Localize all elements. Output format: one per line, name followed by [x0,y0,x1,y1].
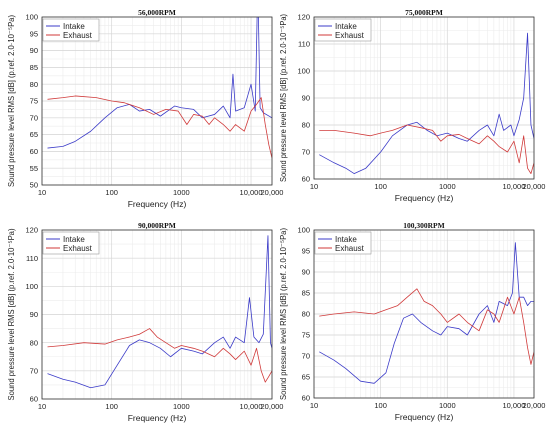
x-tick-label: 10,000 [502,182,525,191]
x-tick-label: 20,000 [261,188,284,197]
y-tick-label: 80 [302,121,310,130]
series-line-intake [47,235,272,389]
y-tick-label: 110 [26,254,38,263]
y-tick-label: 75 [302,331,310,340]
plot-frame [313,16,535,180]
x-tick-label: 10,000 [502,401,525,410]
plot-frame [41,229,273,400]
y-tick-label: 90 [302,94,310,103]
legend-label-exhaust: Exhaust [335,31,365,40]
y-tick-label: 55 [30,164,38,173]
legend-label-exhaust: Exhaust [63,244,93,253]
y-axis-label: Sound pressure level RMS [dB] (p.ref. 2.… [278,14,288,182]
series-line-intake [319,32,534,175]
y-tick-label: 70 [30,113,38,122]
y-tick-label: 75 [30,97,38,106]
y-tick-label: 85 [30,63,38,72]
y-tick-label: 100 [297,67,310,76]
y-tick-label: 60 [302,394,310,403]
y-tick-label: 100 [25,282,38,291]
x-tick-label: 10 [38,188,46,197]
plot-frame [313,229,535,399]
x-tick-label: 100 [105,402,118,411]
y-tick-label: 90 [302,268,310,277]
x-tick-label: 1000 [173,402,190,411]
y-axis-label: Sound pressure level RMS [dB] (p.ref. 2.… [6,15,16,187]
legend-label-intake: Intake [335,22,357,31]
y-axis-label: Sound pressure level RMS [dB] (p.ref. 2.… [6,228,16,400]
x-tick-label: 10,000 [240,402,263,411]
y-tick-label: 60 [30,395,38,404]
chart-title: 100,300RPM [403,221,444,230]
x-tick-label: 1000 [439,401,456,410]
legend-label-exhaust: Exhaust [63,31,93,40]
y-tick-label: 95 [30,29,38,38]
series-line-exhaust [319,124,534,175]
x-tick-label: 10,000 [240,188,263,197]
y-tick-label: 80 [30,80,38,89]
y-tick-label: 60 [302,175,310,184]
y-tick-label: 65 [302,373,310,382]
y-tick-label: 90 [30,46,38,55]
x-tick-label: 100 [374,401,387,410]
y-tick-label: 50 [30,181,38,190]
y-tick-label: 70 [30,366,38,375]
x-tick-label: 20,000 [523,182,546,191]
x-tick-label: 10 [310,182,318,191]
y-tick-label: 65 [30,130,38,139]
x-tick-label: 100 [105,188,118,197]
series-line-exhaust [319,288,534,365]
x-tick-label: 100 [374,182,387,191]
chart-title: 56,000RPM [138,8,176,17]
y-tick-label: 90 [30,310,38,319]
y-tick-label: 95 [302,247,310,256]
y-tick-label: 70 [302,148,310,157]
y-tick-label: 100 [297,226,310,235]
x-axis-label: Frequency (Hz) [128,413,187,423]
x-tick-label: 10 [310,401,318,410]
series-line-exhaust [47,95,272,159]
x-tick-label: 1000 [439,182,456,191]
x-tick-label: 20,000 [261,402,284,411]
y-axis-label: Sound pressure level RMS [dB] (p.ref. 2.… [278,228,288,400]
y-tick-label: 85 [302,289,310,298]
y-tick-label: 120 [25,226,38,235]
y-tick-label: 80 [302,310,310,319]
series-line-exhaust [47,328,272,383]
legend-label-intake: Intake [63,235,85,244]
x-axis-label: Frequency (Hz) [395,412,454,422]
x-tick-label: 10 [38,402,46,411]
y-tick-label: 120 [297,13,310,22]
x-tick-label: 20,000 [523,401,546,410]
y-tick-label: 80 [30,338,38,347]
y-tick-label: 60 [30,147,38,156]
x-axis-label: Frequency (Hz) [128,199,187,209]
y-tick-label: 70 [302,352,310,361]
series-line-intake [319,242,534,384]
chart-title: 75,000RPM [405,8,443,17]
legend-label-intake: Intake [63,22,85,31]
legend-label-intake: Intake [335,235,357,244]
chart-title: 90,000RPM [138,221,176,230]
y-tick-label: 110 [298,40,310,49]
x-tick-label: 1000 [173,188,190,197]
y-tick-label: 100 [25,13,38,22]
x-axis-label: Frequency (Hz) [395,193,454,203]
plot-frame [41,16,273,186]
legend-label-exhaust: Exhaust [335,244,365,253]
